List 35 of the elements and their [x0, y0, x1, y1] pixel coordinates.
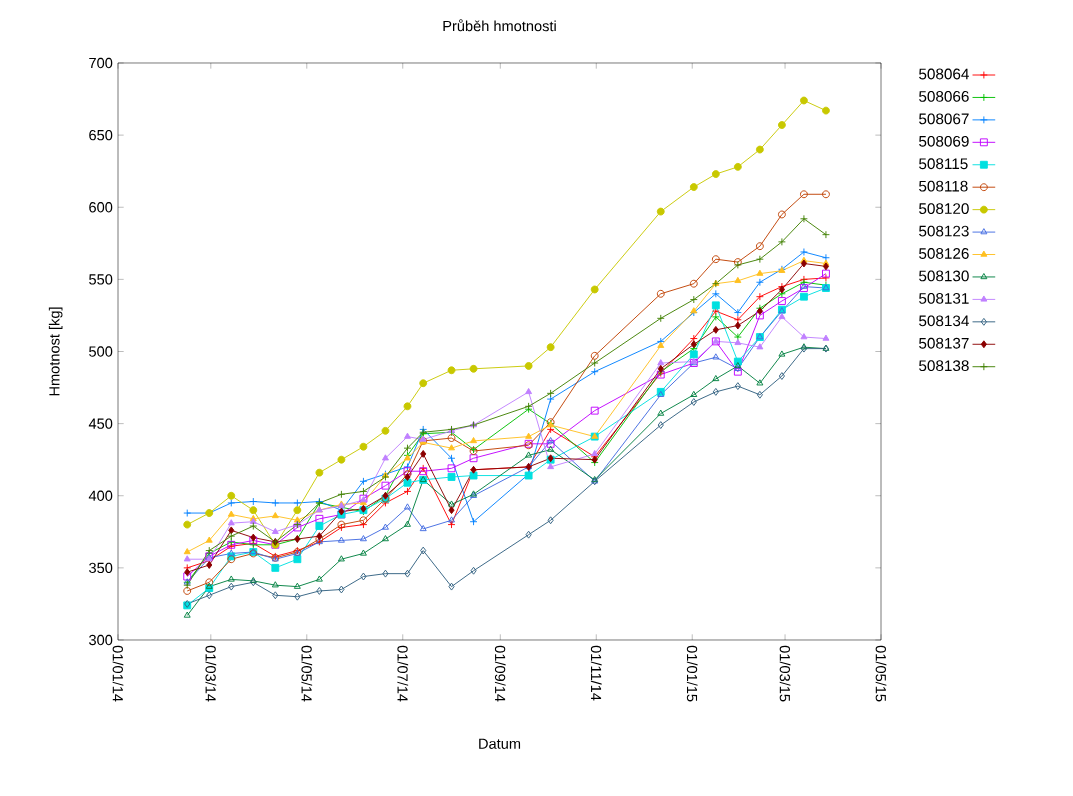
- x-tick-label: 01/03/15: [779, 645, 791, 702]
- legend-label: 508067: [919, 113, 969, 125]
- y-tick-label: 700: [89, 57, 113, 69]
- x-tick-label: 01/03/14: [205, 645, 217, 702]
- y-tick-label: 500: [89, 346, 113, 357]
- legend-label: 508120: [919, 203, 969, 215]
- y-tick-label: 600: [89, 202, 113, 213]
- y-tick-label: 300: [89, 634, 113, 646]
- legend-label: 508130: [919, 270, 969, 282]
- x-axis-title: Datum: [479, 738, 521, 749]
- legend-label: 508118: [919, 180, 968, 192]
- legend-label: 508066: [919, 91, 969, 102]
- legend-label: 508126: [919, 248, 969, 259]
- x-tick-label: 01/11/14: [590, 645, 602, 701]
- legend-label: 508064: [919, 68, 969, 80]
- y-tick-label: 350: [89, 562, 113, 574]
- y-tick-label: 550: [89, 274, 113, 285]
- chart-title: Průběh hmotnosti: [443, 19, 556, 32]
- y-tick-label: 650: [89, 129, 113, 141]
- x-tick-label: 01/01/14: [112, 645, 124, 702]
- legend-label: 508134: [919, 315, 969, 327]
- legend-label: 508138: [919, 360, 969, 372]
- y-tick-label: 400: [88, 490, 113, 501]
- x-tick-label: 01/09/14: [494, 645, 506, 702]
- x-tick-label: 01/05/14: [301, 645, 313, 702]
- y-axis-title: Hmotnost [kg]: [48, 307, 63, 396]
- legend-label: 508069: [919, 135, 969, 147]
- x-tick-label: 01/07/14: [397, 645, 409, 702]
- legend-label: 508137: [919, 337, 969, 349]
- y-tick-label: 450: [88, 418, 113, 429]
- x-tick-label: 01/05/15: [875, 645, 887, 702]
- x-tick-label: 01/01/15: [686, 645, 698, 702]
- legend-label: 508131: [919, 292, 969, 304]
- legend-label: 508123: [919, 225, 969, 237]
- legend-label: 508115: [919, 158, 968, 170]
